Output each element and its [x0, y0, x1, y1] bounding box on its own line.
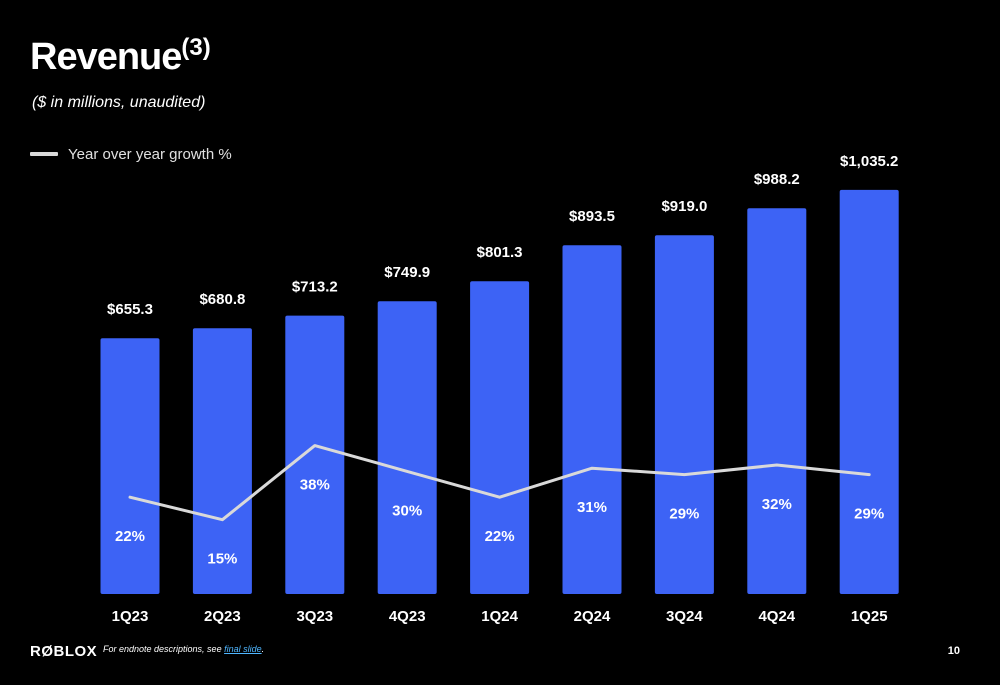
category-label-4q23: 4Q23 — [389, 608, 426, 625]
x-axis-category-labels: 1Q23 2Q23 3Q23 4Q23 1Q24 2Q24 3Q24 4Q24 1Q25 — [112, 608, 888, 625]
legend-growth-label: Year over year growth % — [68, 145, 232, 163]
page-number: 10 — [947, 645, 960, 657]
bar-3q24 — [654, 235, 714, 594]
value-label-1q25: $1,035.2 — [840, 153, 898, 170]
chart-legend: Year over year growth % — [30, 144, 232, 164]
category-label-4q24: 4Q24 — [758, 608, 795, 625]
bar-3q23 — [285, 315, 345, 594]
bar-1q23 — [100, 338, 160, 594]
bar-4q23 — [377, 301, 437, 594]
value-label-1q24: $801.3 — [477, 244, 523, 261]
value-label-2q24: $893.5 — [569, 208, 615, 225]
category-label-1q23: 1Q23 — [112, 608, 149, 625]
category-label-3q24: 3Q24 — [666, 608, 703, 625]
growth-label-1q24: 22% — [485, 528, 515, 545]
growth-label-1q25: 29% — [854, 506, 884, 523]
growth-label-4q23: 30% — [392, 502, 422, 519]
value-label-4q23: $749.9 — [384, 264, 430, 281]
value-label-4q24: $988.2 — [754, 171, 800, 188]
value-label-3q23: $713.2 — [292, 279, 338, 296]
growth-label-4q24: 32% — [762, 496, 792, 513]
bar-2q24 — [562, 245, 622, 594]
final-slide-link[interactable]: final slide — [224, 644, 262, 654]
bar-4q24 — [747, 208, 807, 594]
category-label-2q23: 2Q23 — [204, 608, 241, 625]
revenue-chart: $655.3 $680.8 $713.2 $749.9 $801.3 $893.5 $919… — [100, 153, 899, 625]
value-label-2q23: $680.8 — [199, 291, 245, 308]
roblox-logo: RØBLOX — [30, 643, 98, 660]
category-label-3q23: 3Q23 — [296, 608, 333, 625]
revenue-value-labels: $655.3 $680.8 $713.2 $749.9 $801.3 $893.5 $919… — [107, 153, 898, 318]
footer-note-prefix: For endnote descriptions, see — [103, 644, 225, 654]
footer-endnote: For endnote descriptions, see final slid… — [103, 644, 264, 654]
bar-2q23 — [192, 328, 252, 594]
value-label-1q23: $655.3 — [107, 301, 153, 318]
category-label-1q24: 1Q24 — [481, 608, 518, 625]
revenue-bars — [100, 189, 899, 594]
title-footnote-marker: (3) — [181, 34, 211, 61]
bar-1q25 — [839, 189, 899, 594]
value-label-3q24: $919.0 — [661, 198, 707, 215]
growth-label-3q23: 38% — [300, 477, 330, 494]
growth-line — [128, 444, 871, 522]
footer-note-suffix: . — [261, 644, 265, 654]
growth-label-1q23: 22% — [115, 528, 145, 545]
growth-label-2q23: 15% — [207, 551, 237, 568]
bar-1q24 — [470, 281, 530, 594]
category-label-1q25: 1Q25 — [851, 608, 888, 625]
growth-line-layer — [128, 444, 871, 522]
category-label-2q24: 2Q24 — [574, 608, 611, 625]
growth-label-3q24: 29% — [669, 506, 699, 523]
growth-pct-labels: 22% 15% 38% 30% 22% 31% 29% 32% 29% — [115, 477, 884, 568]
slide-title: Revenue(3) — [30, 34, 211, 78]
legend-line-swatch — [30, 152, 58, 156]
slide-subtitle: ($ in millions, unaudited) — [32, 94, 206, 111]
slide-title-text: Revenue — [30, 36, 182, 78]
growth-label-2q24: 31% — [577, 499, 607, 516]
